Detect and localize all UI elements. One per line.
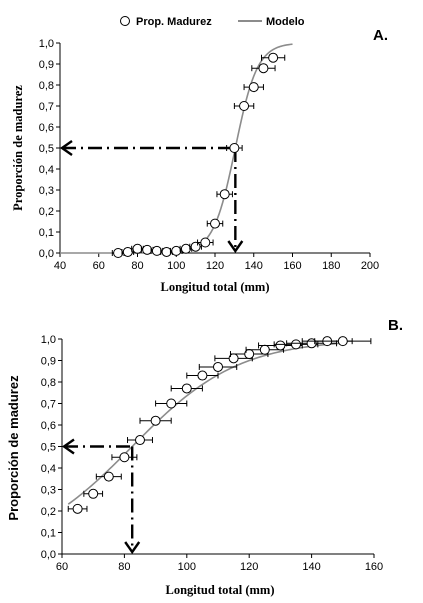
x-tick-label: 60 <box>93 260 105 272</box>
y-tick-label: 0,8 <box>41 377 56 389</box>
y-tick-label: 0,7 <box>39 101 54 113</box>
data-point <box>150 415 161 426</box>
y-axis-title-a: Proporción de madurez <box>11 85 25 211</box>
y-tick-label: 0,6 <box>39 122 54 134</box>
y-tick-label: 0,0 <box>39 248 54 260</box>
y-tick-label: 0,0 <box>41 549 56 561</box>
legend-line-label: Modelo <box>266 16 305 28</box>
plot-area-a: 0,0 0,1 0,2 0,3 0,4 0,5 0,6 0,7 0,8 0,9 1,0 40 60 80 1… <box>39 38 379 272</box>
data-point <box>88 488 99 499</box>
data-point <box>229 143 240 153</box>
y-tick-label: 0,3 <box>41 485 56 497</box>
data-point <box>239 101 250 111</box>
legend-points-label: Prop. Madurez <box>136 16 212 28</box>
x-tick-label: 100 <box>178 561 196 573</box>
data-point <box>122 246 133 257</box>
data-point <box>161 246 172 257</box>
data-point <box>132 243 143 254</box>
data-point <box>171 245 182 256</box>
x-tick-label: 40 <box>54 260 66 272</box>
chart-a: Prop. Madurez Modelo A. 0,00,10,20,30,40… <box>11 16 388 294</box>
x-tick-label: 160 <box>283 260 301 272</box>
data-point <box>258 63 269 74</box>
x-tick-label: 140 <box>245 260 263 272</box>
plot-area-b: 0,0 0,1 0,2 0,3 0,4 0,5 0,6 0,7 0,8 0,9 1,0 60 80 100… <box>41 334 383 573</box>
y-tick-label: 0,4 <box>39 164 54 176</box>
y-tick-label: 0,6 <box>41 420 56 432</box>
y-axis-title-b: Proporción de madurez <box>6 375 21 521</box>
data-point <box>213 361 223 372</box>
data-point <box>248 82 259 93</box>
x-axis-title-b: Longitud total (mm) <box>165 583 274 597</box>
data-point <box>337 336 348 347</box>
data-point <box>197 370 208 381</box>
y-tick-label: 0,7 <box>41 399 56 411</box>
data-point <box>275 340 286 351</box>
x-tick-label: 80 <box>131 260 143 272</box>
panel-label-b: B. <box>388 317 403 334</box>
panel-label-a: A. <box>373 27 388 44</box>
data-point <box>200 237 211 248</box>
y-tick-label: 0,9 <box>39 59 54 71</box>
legend-marker-icon <box>120 16 130 26</box>
guide-arrow-left-icon <box>61 438 75 455</box>
chart-b: B. 0,0 0,1 0,2 0,3 0,4 0,5 0,6 0,7 0,8 0,9 1,0 60 80… <box>6 317 403 597</box>
data-point <box>119 452 130 463</box>
y-tick-label: 0,1 <box>39 227 54 239</box>
x-tick-label: 160 <box>365 561 383 573</box>
data-point <box>210 218 220 229</box>
x-tick-label: 120 <box>206 260 224 272</box>
data-point <box>190 241 201 252</box>
y-tick-label: 0,5 <box>41 442 56 454</box>
data-point <box>151 245 162 256</box>
data-point <box>259 344 270 355</box>
y-tick-label: 0,3 <box>39 185 54 197</box>
x-tick-label: 60 <box>56 561 68 573</box>
x-tick-label: 200 <box>361 260 379 272</box>
y-tick-label: 1,0 <box>41 334 56 346</box>
data-point <box>219 189 230 200</box>
x-tick-label: 140 <box>302 561 320 573</box>
y-tick-label: 0,1 <box>41 528 56 540</box>
x-tick-label: 180 <box>322 260 340 272</box>
data-point <box>113 248 124 258</box>
y-tick-label: 1,0 <box>39 38 54 50</box>
data-point <box>268 52 279 63</box>
legend: Prop. Madurez Modelo <box>120 16 305 28</box>
x-axis-title-a: Longitud total (mm) <box>160 280 269 294</box>
guide-arrow-down-icon <box>227 240 244 254</box>
y-tick-label: 0,2 <box>41 506 56 518</box>
data-point <box>72 503 83 514</box>
data-point <box>291 339 301 350</box>
data-point <box>103 471 114 482</box>
x-tick-label: 80 <box>118 561 130 573</box>
y-tick-label: 0,4 <box>41 463 56 475</box>
y-tick-label: 0,2 <box>39 206 54 218</box>
x-tick-label: 120 <box>240 561 258 573</box>
data-point <box>135 435 145 446</box>
data-point <box>180 243 191 254</box>
guide-arrow-down-icon <box>124 541 141 555</box>
y-tick-label: 0,9 <box>41 356 56 368</box>
y-tick-label: 0,8 <box>39 80 54 92</box>
data-point <box>181 383 192 394</box>
data-point <box>142 244 153 255</box>
data-point <box>166 398 177 409</box>
guide-arrow-left-icon <box>59 140 73 156</box>
x-tick-label: 100 <box>167 260 185 272</box>
y-tick-label: 0,5 <box>39 143 54 155</box>
